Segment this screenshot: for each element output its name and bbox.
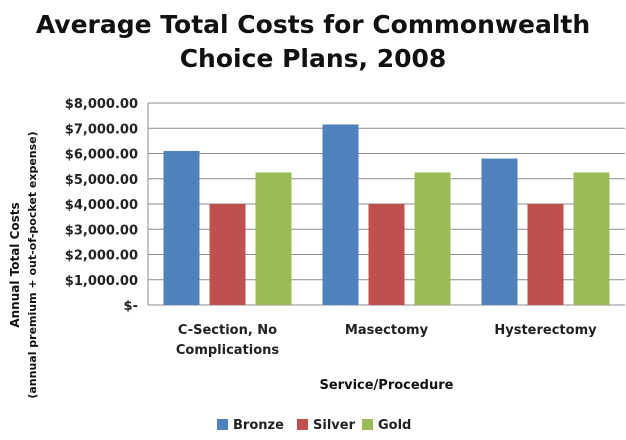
y-axis-title-line-2: (annual premium + out-of-pocket expense) <box>26 131 39 398</box>
legend-label-bronze: Bronze <box>233 418 284 433</box>
chart-title-line-2: Choice Plans, 2008 <box>179 44 447 73</box>
legend-label-gold: Gold <box>378 418 411 433</box>
x-axis-title: Service/Procedure <box>320 378 454 393</box>
legend-label-silver: Silver <box>313 418 356 433</box>
x-tick-label: Masectomy <box>345 323 429 338</box>
y-axis-title-line-1: Annual Total Costs <box>8 202 22 327</box>
legend-swatch-gold <box>362 419 373 430</box>
y-tick-label: $3,000.00 <box>65 223 138 238</box>
y-tick-label: $8,000.00 <box>65 97 138 112</box>
y-tick-label: $1,000.00 <box>65 274 138 289</box>
bar-bronze <box>163 150 200 305</box>
y-tick-label: $- <box>124 299 138 314</box>
x-tick-label: Hysterectomy <box>494 323 597 338</box>
x-tick-label: C-Section, No <box>178 323 277 338</box>
legend-swatch-bronze <box>217 419 228 430</box>
y-tick-label: $2,000.00 <box>65 249 138 264</box>
bar-gold <box>414 172 451 305</box>
x-tick-label: Complications <box>176 343 280 358</box>
bar-bronze <box>481 158 518 305</box>
chart-title-line-1: Average Total Costs for Commonwealth <box>35 10 591 39</box>
legend-swatch-silver <box>297 419 308 430</box>
y-tick-label: $4,000.00 <box>65 198 138 213</box>
y-tick-label: $7,000.00 <box>65 122 138 137</box>
bar-silver <box>527 204 564 305</box>
bar-gold <box>573 172 610 305</box>
bar-gold <box>255 172 292 305</box>
y-tick-label: $5,000.00 <box>65 173 138 188</box>
y-tick-label: $6,000.00 <box>65 148 138 163</box>
bar-silver <box>209 204 246 305</box>
bar-bronze <box>322 124 359 306</box>
bar-silver <box>368 204 405 305</box>
